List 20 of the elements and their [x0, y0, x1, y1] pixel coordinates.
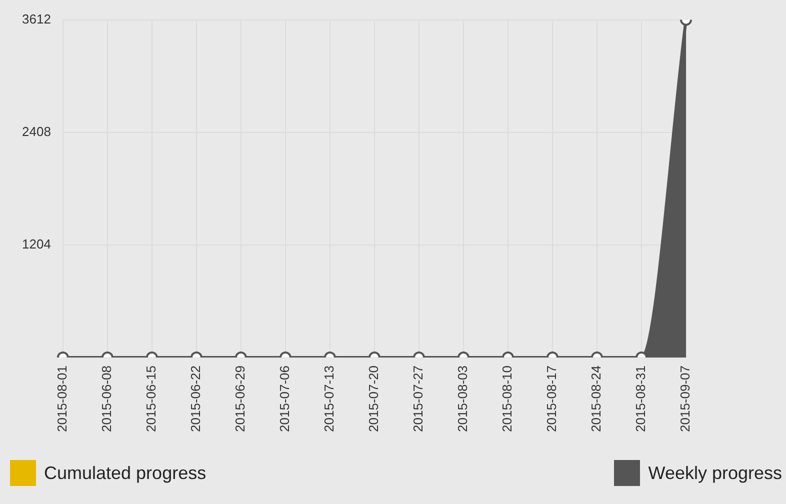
legend-label: Weekly progress [648, 462, 782, 484]
y-tick-label: 2408 [22, 124, 51, 139]
x-tick-label: 2015-06-29 [232, 366, 248, 432]
x-tick-label: 2015-08-10 [500, 366, 515, 432]
x-tick-label: 2015-06-22 [188, 366, 204, 432]
x-tick-label: 2015-06-15 [144, 366, 159, 432]
y-tick-label: 1204 [22, 236, 51, 252]
legend-label: Cumulated progress [44, 462, 206, 484]
x-tick-label: 2015-07-06 [277, 366, 292, 432]
x-tick-label: 2015-08-17 [544, 366, 560, 432]
y-tick-label: 3612 [22, 11, 51, 26]
x-tick-label: 2015-08-24 [588, 366, 604, 432]
x-tick-label: 2015-09-07 [678, 366, 693, 432]
x-tick-label: 2015-07-27 [410, 366, 426, 432]
x-tick-label: 2015-06-08 [99, 366, 114, 432]
x-tick-label: 2015-08-03 [455, 366, 470, 432]
x-tick-label: 2015-08-31 [633, 366, 648, 432]
x-tick-label: 2015-07-13 [322, 366, 337, 432]
x-tick-label: 2015-07-20 [366, 366, 382, 432]
x-tick-label: 2015-08-01 [54, 366, 70, 432]
